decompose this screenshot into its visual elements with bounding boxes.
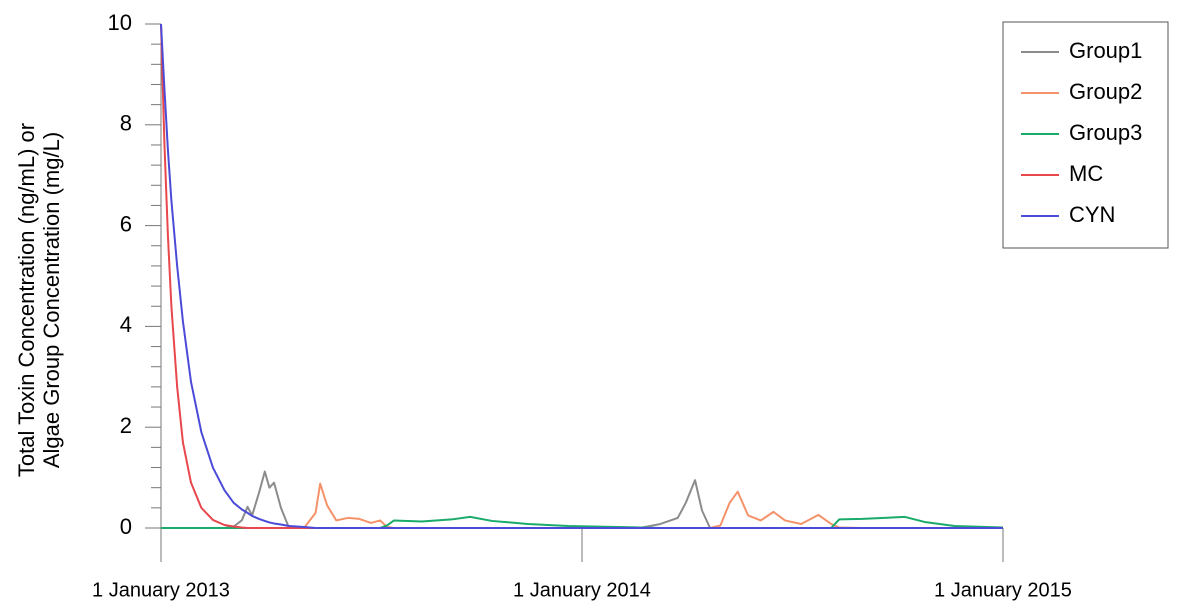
legend-label: Group3 — [1069, 120, 1142, 145]
y-tick-label: 6 — [120, 211, 132, 236]
y-tick-label: 8 — [120, 111, 132, 136]
y-tick-label: 10 — [108, 10, 132, 35]
series-line — [160, 23, 1003, 529]
x-tick-label: 1 January 2015 — [934, 579, 1072, 601]
legend-label: Group2 — [1069, 79, 1142, 104]
y-tick-label: 2 — [120, 413, 132, 438]
x-tick-label: 1 January 2014 — [513, 579, 651, 601]
legend: Group1 Group2 Group3 MC CYN — [1002, 21, 1169, 249]
legend-label: MC — [1069, 161, 1103, 186]
legend-label: CYN — [1069, 202, 1115, 227]
x-tick-label: 1 January 2013 — [92, 579, 230, 601]
y-tick-label: 4 — [120, 312, 132, 337]
legend-label: Group1 — [1069, 38, 1142, 63]
y-tick-label: 0 — [120, 514, 132, 539]
y-axis-label: Total Toxin Concentration (ng/mL) or — [14, 123, 39, 477]
y-axis-label: Algae Group Concentration (mg/L) — [39, 132, 64, 468]
series-line — [161, 470, 1003, 529]
series-line — [160, 23, 1003, 529]
